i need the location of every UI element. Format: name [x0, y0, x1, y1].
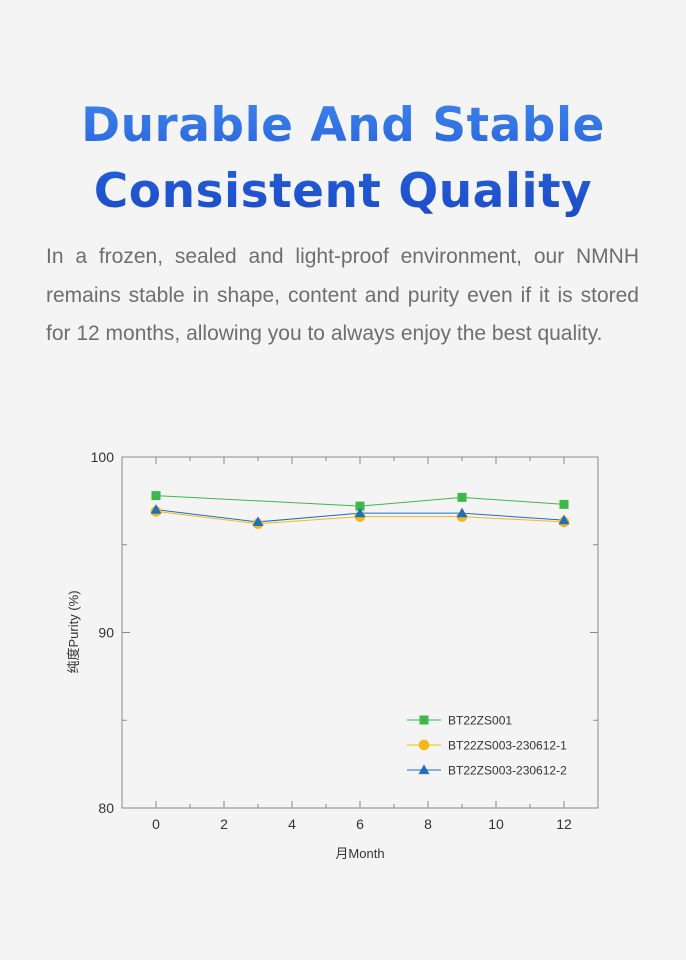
data-point-series-1	[457, 492, 467, 502]
series-markers	[150, 491, 570, 529]
data-point-series-3	[150, 504, 162, 514]
legend-label: BT22ZS001	[448, 714, 512, 728]
y-tick-label: 80	[98, 800, 114, 816]
legend-marker	[418, 764, 430, 775]
y-tick-label: 100	[91, 449, 115, 465]
x-tick-label: 4	[288, 816, 296, 832]
chart-legend: BT22ZS001 BT22ZS003-230612-1 BT22ZS003-230…	[407, 714, 567, 778]
series-line-1	[155, 495, 565, 507]
legend-marker	[419, 715, 429, 725]
data-point-series-3	[252, 516, 264, 527]
legend-label: BT22ZS003-230612-1	[448, 739, 567, 753]
x-tick-label: 6	[356, 816, 364, 832]
data-point-series-3	[558, 514, 570, 525]
data-point-series-3	[354, 507, 366, 518]
x-tick-label: 8	[424, 816, 432, 832]
data-point-series-1	[355, 501, 365, 511]
tick-labels: 0 2 4 6 8 10 12 80 90 100	[91, 449, 572, 832]
x-tick-label: 0	[152, 816, 160, 832]
title-line-2: Consistent Quality	[93, 164, 593, 220]
data-point-series-1	[559, 499, 569, 509]
axis-ticks	[122, 456, 598, 809]
legend-label: BT22ZS003-230612-2	[448, 764, 567, 778]
y-axis-label: 纯度Purity (%)	[66, 590, 81, 673]
page-title: Durable And Stable Consistent Quality	[0, 93, 686, 225]
data-point-series-1	[151, 491, 161, 501]
x-tick-label: 2	[220, 816, 228, 832]
intro-paragraph: In a frozen, sealed and light-proof envi…	[46, 245, 639, 345]
data-point-series-3	[456, 507, 468, 518]
x-tick-label: 10	[488, 816, 504, 832]
x-axis-label: 月Month	[335, 846, 384, 861]
purity-chart: 0 2 4 6 8 10 12 80 90 100 BT22ZS001 BT22ZS003-2306…	[0, 430, 686, 880]
purity-chart-svg: 0 2 4 6 8 10 12 80 90 100 BT22ZS001 BT22ZS003-2306…	[66, 449, 599, 861]
x-tick-label: 12	[556, 816, 572, 832]
y-tick-label: 90	[98, 625, 114, 641]
title-line-1: Durable And Stable	[81, 98, 605, 154]
legend-marker	[418, 739, 430, 751]
